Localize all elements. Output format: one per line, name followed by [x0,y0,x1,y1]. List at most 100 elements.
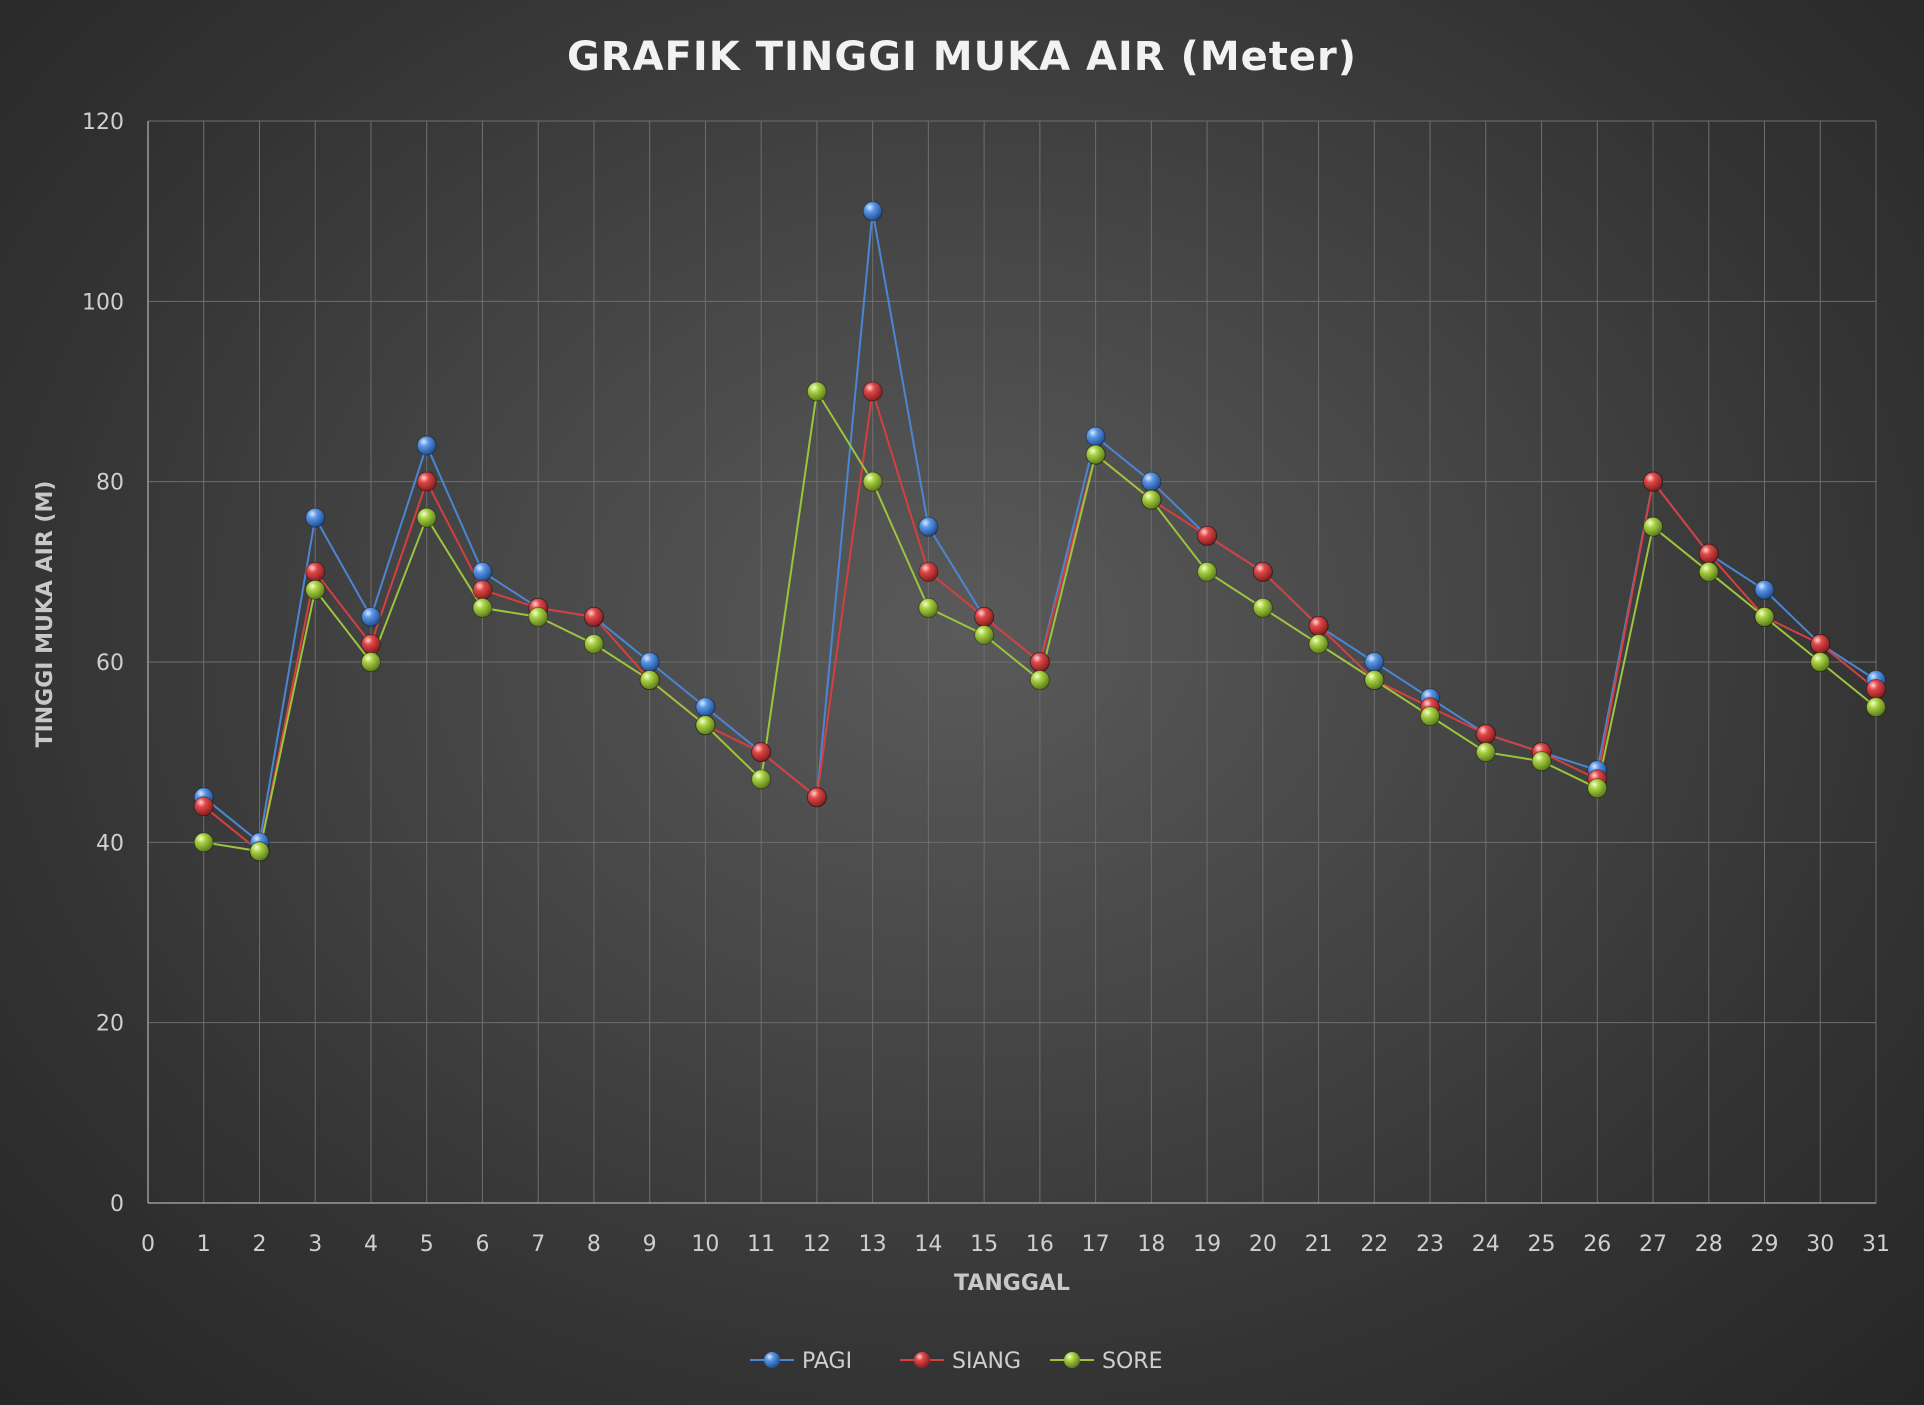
data-point [918,516,939,537]
data-point [1475,742,1496,763]
data-point [472,597,493,618]
data-point [472,561,493,582]
data-point [1364,670,1385,691]
data-point [862,471,883,492]
x-tick-label: 0 [141,1232,155,1257]
data-point [360,652,381,672]
legend-item-siang: SIANG [900,1349,1021,1374]
x-tick-label: 7 [531,1232,545,1257]
axes [147,121,1876,1204]
legend-label: SIANG [952,1349,1021,1374]
y-axis-title: TINGGI MUKA AIR (M) [33,481,58,748]
series [193,201,1886,862]
data-point [806,381,827,402]
data-point [862,201,883,222]
data-point [695,715,716,736]
legend-marker [764,1352,780,1368]
data-point [1141,471,1162,492]
x-tick-label: 29 [1751,1232,1779,1257]
x-tick-label: 20 [1249,1232,1277,1257]
x-tick-label: 24 [1472,1232,1500,1257]
legend-item-sore: SORE [1050,1349,1162,1374]
x-tick-label: 26 [1583,1232,1611,1257]
data-point [416,471,437,492]
x-tick-label: 17 [1082,1232,1110,1257]
x-tick-label: 1 [197,1232,211,1257]
x-tick-label: 3 [308,1232,322,1257]
data-point [1698,561,1719,582]
data-point [249,841,270,862]
legend-label: PAGI [802,1349,852,1374]
data-point [1308,633,1329,654]
data-point [305,507,326,528]
x-tick-label: 30 [1806,1232,1834,1257]
data-point [1029,652,1050,672]
legend-item-pagi: PAGI [750,1349,852,1374]
data-point [806,787,827,808]
data-point [528,606,549,627]
data-point [360,633,381,654]
data-point [305,579,326,600]
data-point [1252,597,1273,618]
x-tick-label: 5 [420,1232,434,1257]
x-tick-label: 10 [691,1232,719,1257]
legend-marker [1064,1352,1080,1368]
data-point [305,561,326,582]
x-tick-label: 25 [1528,1232,1556,1257]
chart-title: GRAFIK TINGGI MUKA AIR (Meter) [567,34,1357,80]
data-point [472,579,493,600]
data-point [1866,697,1886,718]
y-tick-label: 40 [96,831,124,856]
data-point [1364,652,1385,672]
data-point [193,832,214,853]
data-point [695,697,716,718]
x-tick-label: 2 [252,1232,266,1257]
data-point [1810,652,1831,672]
x-tick-label: 9 [643,1232,657,1257]
data-point [974,606,995,627]
data-point [1866,679,1886,700]
x-tick-label: 16 [1026,1232,1054,1257]
y-tick-label: 60 [96,651,124,676]
data-point [416,507,437,528]
data-point [1252,561,1273,582]
data-point [1029,670,1050,691]
x-tick-label: 15 [970,1232,998,1257]
x-tick-label: 27 [1639,1232,1667,1257]
x-tick-label: 22 [1360,1232,1388,1257]
x-tick-label: 8 [587,1232,601,1257]
x-tick-label: 6 [475,1232,489,1257]
x-tick-label: 19 [1193,1232,1221,1257]
data-point [583,606,604,627]
tick-labels: 0 1 2 3 4 5 6 7 8 9 10 11 12 13 14 15 16 17 18 19 20 21 22 23 24… [82,110,1890,1257]
data-point [1197,561,1218,582]
legend-label: SORE [1102,1349,1162,1374]
data-point [1085,426,1106,447]
data-point [1698,543,1719,564]
data-point [974,624,995,645]
legend: PAGI SIANG SORE [750,1349,1162,1374]
x-tick-label: 28 [1695,1232,1723,1257]
data-point [1643,471,1664,492]
data-point [1141,489,1162,510]
x-tick-label: 13 [859,1232,887,1257]
data-point [639,670,660,691]
y-tick-label: 120 [82,110,124,135]
gridlines [148,120,1877,1203]
legend-marker [914,1352,930,1368]
data-point [1197,525,1218,546]
data-point [1643,516,1664,537]
data-point [1420,706,1441,727]
data-point [1810,633,1831,654]
y-tick-label: 100 [82,290,124,315]
x-axis-title: TANGGAL [954,1271,1070,1296]
data-point [639,652,660,672]
data-point [1587,778,1608,799]
data-point [918,561,939,582]
data-point [193,796,214,817]
data-point [1085,444,1106,465]
data-point [751,742,772,763]
x-tick-label: 11 [747,1232,775,1257]
y-tick-label: 0 [110,1192,124,1217]
data-point [360,606,381,627]
